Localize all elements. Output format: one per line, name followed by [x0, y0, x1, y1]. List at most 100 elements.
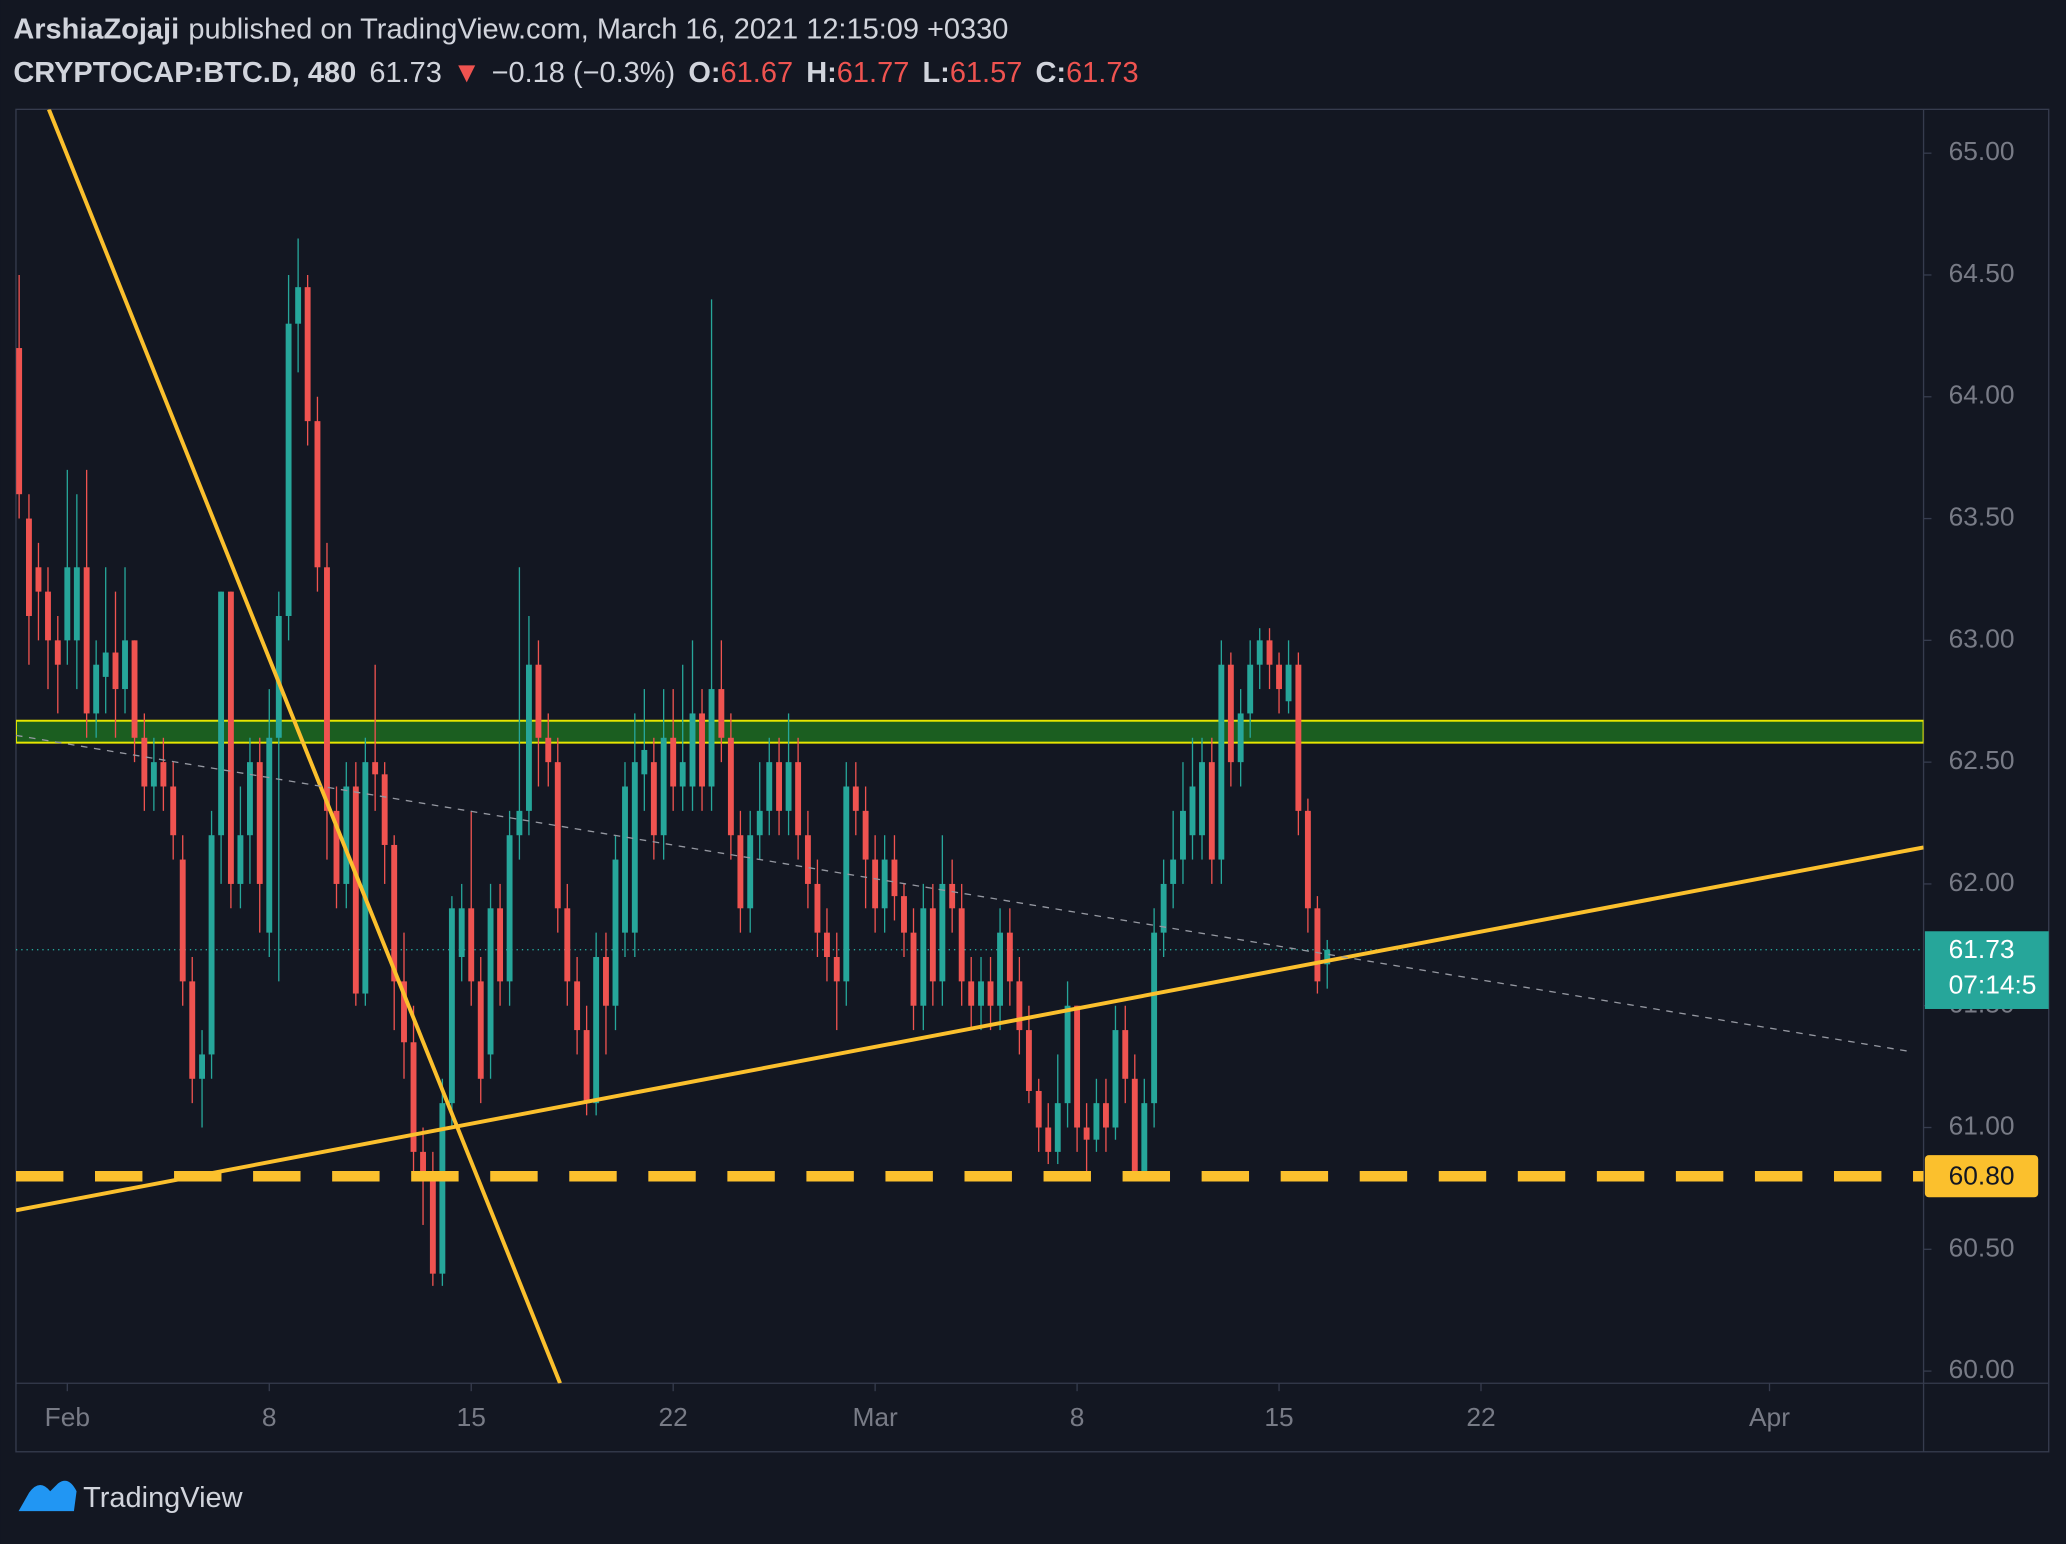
- change: −0.18 (−0.3%): [492, 56, 676, 88]
- candle-body: [477, 981, 484, 1079]
- candle-body: [227, 591, 234, 884]
- candle-body: [1141, 1103, 1148, 1177]
- candle-body: [266, 737, 273, 933]
- candle-body: [237, 835, 244, 884]
- candle-body: [410, 1042, 417, 1152]
- candle-body: [824, 932, 830, 958]
- x-tick-label: 8: [1070, 1402, 1085, 1432]
- candle-body: [1170, 859, 1177, 884]
- candle-body: [804, 835, 811, 884]
- candle-body: [756, 810, 763, 836]
- candle-body: [256, 762, 263, 884]
- candle-body: [285, 323, 292, 616]
- x-tick-label: 15: [1264, 1402, 1293, 1432]
- x-tick-label: Mar: [852, 1402, 898, 1432]
- candle-body: [901, 896, 907, 933]
- candle-body: [1035, 1090, 1042, 1128]
- candle-body: [1295, 664, 1302, 811]
- candle-body: [1189, 786, 1196, 836]
- candle-body: [1054, 1103, 1061, 1152]
- candle-body: [64, 567, 71, 641]
- candle-body: [987, 981, 994, 1006]
- candle-body: [718, 689, 725, 738]
- y-tick-label: 61.00: [1949, 1110, 2015, 1140]
- candle-body: [26, 518, 32, 616]
- candle-body: [949, 883, 956, 909]
- candle-body: [246, 762, 253, 836]
- candle-body: [1025, 1030, 1032, 1091]
- candle-body: [401, 981, 407, 1043]
- axes: 60.0060.5061.0061.5062.0062.5063.0063.50…: [45, 136, 2049, 1432]
- candle-body: [1304, 810, 1311, 909]
- candle-body: [83, 567, 90, 714]
- candle-body: [535, 664, 542, 738]
- candle-body: [35, 567, 42, 592]
- candle-body: [1112, 1030, 1119, 1128]
- candle-body: [16, 348, 23, 495]
- candle-body: [910, 932, 917, 1006]
- candle-body: [525, 664, 532, 811]
- candle-body: [1045, 1127, 1052, 1152]
- candle-body: [54, 640, 61, 665]
- candle-body: [150, 762, 157, 787]
- candle-body: [343, 786, 350, 884]
- candle-body: [295, 287, 302, 324]
- y-tick-label: 62.50: [1949, 745, 2015, 775]
- candle-body: [189, 981, 196, 1079]
- brand-logo: [18, 1480, 77, 1512]
- x-tick-label: Feb: [45, 1402, 90, 1432]
- candle-body: [968, 981, 975, 1006]
- candle-body: [939, 883, 946, 982]
- y-tick-label: 62.00: [1949, 867, 2015, 897]
- candle-body: [352, 786, 359, 994]
- candle-body: [208, 835, 215, 1055]
- candle-body: [1247, 664, 1254, 714]
- candle-body: [381, 774, 388, 845]
- candle-body: [612, 859, 619, 1006]
- candle-body: [1006, 932, 1013, 982]
- candle-body: [1151, 932, 1158, 1104]
- candle-body: [487, 908, 494, 1055]
- x-tick-label: 8: [262, 1402, 277, 1432]
- candle-body: [997, 932, 1004, 1006]
- candle-body: [881, 859, 888, 909]
- c-value: 61.73: [1066, 56, 1139, 88]
- candle-body: [747, 835, 754, 909]
- candle-body: [843, 786, 850, 982]
- candle-body: [122, 640, 128, 690]
- candle-body: [497, 908, 504, 982]
- candle-body: [439, 1103, 446, 1274]
- published: published on TradingView.com, March 16, …: [188, 13, 1008, 45]
- candle-body: [583, 1030, 590, 1104]
- candle-body: [1227, 664, 1234, 763]
- candle-body: [785, 762, 792, 811]
- header-line-2: CRYPTOCAP:BTC.D, 480 61.73 ▼ −0.18 (−0.3%) O…: [13, 56, 1138, 88]
- candle-body: [708, 689, 715, 787]
- candle-body: [1324, 949, 1331, 965]
- trendline: [15, 845, 1924, 1213]
- trendline: [15, 734, 1914, 1053]
- y-tick-label: 60.50: [1949, 1232, 2015, 1262]
- y-tick-label: 63.00: [1949, 623, 2015, 653]
- x-tick-label: 22: [659, 1402, 688, 1432]
- candle-body: [1160, 883, 1167, 933]
- candle-body: [1064, 1005, 1071, 1104]
- candle-body: [737, 835, 744, 909]
- plot: [15, 109, 1924, 1384]
- candle-body: [1074, 1005, 1081, 1128]
- candle-body: [458, 908, 465, 958]
- candle-body: [333, 810, 340, 884]
- candle-body: [141, 737, 148, 787]
- header-line-1: ArshiaZojaji published on TradingView.com…: [13, 13, 1008, 45]
- candle-body: [660, 737, 667, 836]
- candle-body: [699, 713, 705, 787]
- candle-body: [833, 957, 840, 982]
- candle-body: [670, 737, 677, 787]
- candle-body: [1131, 1078, 1138, 1177]
- candle-body: [179, 859, 186, 982]
- candle-body: [1266, 640, 1273, 665]
- x-tick-label: 22: [1466, 1402, 1495, 1432]
